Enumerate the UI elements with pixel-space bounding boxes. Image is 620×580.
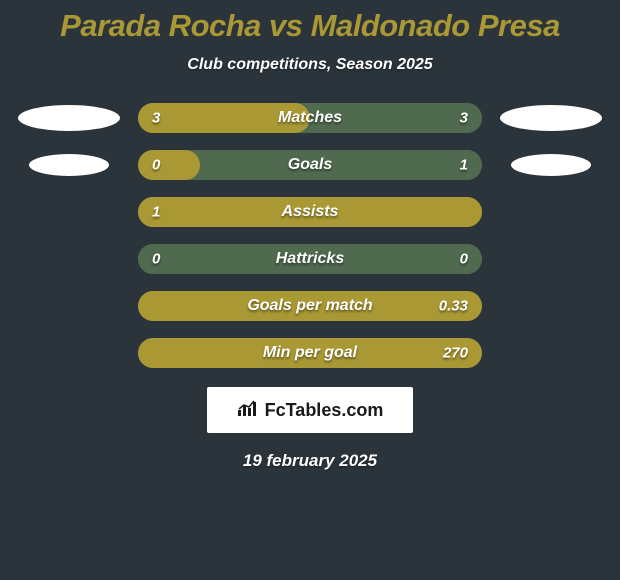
- player-right-ellipse: [511, 154, 591, 176]
- stat-value-right: 0.33: [439, 298, 468, 315]
- player-left-ellipse: [18, 105, 120, 131]
- ellipse-slot-left: [0, 337, 138, 369]
- stat-row: Hattricks0 0: [0, 243, 620, 275]
- ellipse-slot-right: [482, 196, 620, 228]
- stat-label: Hattricks: [138, 250, 482, 268]
- stat-bar: Min per goal270: [138, 338, 482, 368]
- ellipse-slot-right: [482, 290, 620, 322]
- stat-bar: Matches3 3: [138, 103, 482, 133]
- ellipse-slot-right: [482, 337, 620, 369]
- logo-label: FcTables.com: [265, 400, 384, 421]
- stat-value-left: 0: [152, 251, 160, 268]
- stat-row: Min per goal270: [0, 337, 620, 369]
- player-left-ellipse: [29, 154, 109, 176]
- ellipse-slot-left: [0, 149, 138, 181]
- stat-value-left: 1: [152, 204, 160, 221]
- stat-label: Goals per match: [138, 297, 482, 315]
- stat-bar: Assists1: [138, 197, 482, 227]
- stat-row: Goals per match0.33: [0, 290, 620, 322]
- page-title: Parada Rocha vs Maldonado Presa: [60, 8, 560, 44]
- stat-value-right: 270: [443, 345, 468, 362]
- ellipse-slot-right: [482, 149, 620, 181]
- ellipse-slot-left: [0, 290, 138, 322]
- ellipse-slot-right: [482, 102, 620, 134]
- logo-text: FcTables.com: [237, 400, 384, 421]
- stat-value-right: 3: [460, 110, 468, 127]
- stat-bar: Hattricks0 0: [138, 244, 482, 274]
- logo-box[interactable]: FcTables.com: [207, 387, 413, 433]
- stat-value-right: 0: [460, 251, 468, 268]
- subtitle: Club competitions, Season 2025: [187, 56, 432, 74]
- ellipse-slot-left: [0, 196, 138, 228]
- stats-area: Matches33Goals01Assists1Hattricks00Goals…: [0, 102, 620, 369]
- date-text: 19 february 2025: [243, 451, 377, 471]
- ellipse-slot-left: [0, 102, 138, 134]
- stat-row: Goals0 1: [0, 149, 620, 181]
- ellipse-slot-left: [0, 243, 138, 275]
- player-right-ellipse: [500, 105, 602, 131]
- stat-row: Assists1: [0, 196, 620, 228]
- stat-value-left: 3: [152, 110, 160, 127]
- stat-bar: Goals per match0.33: [138, 291, 482, 321]
- ellipse-slot-right: [482, 243, 620, 275]
- stat-bar: Goals0 1: [138, 150, 482, 180]
- stat-row: Matches3 3: [0, 102, 620, 134]
- stat-value-right: 1: [460, 157, 468, 174]
- stat-value-left: 0: [152, 157, 160, 174]
- stat-label: Min per goal: [138, 344, 482, 362]
- stat-label: Assists: [138, 203, 482, 221]
- chart-icon: [237, 400, 259, 421]
- stat-label: Goals: [138, 156, 482, 174]
- container: Parada Rocha vs Maldonado Presa Club com…: [0, 0, 620, 580]
- stat-label: Matches: [138, 109, 482, 127]
